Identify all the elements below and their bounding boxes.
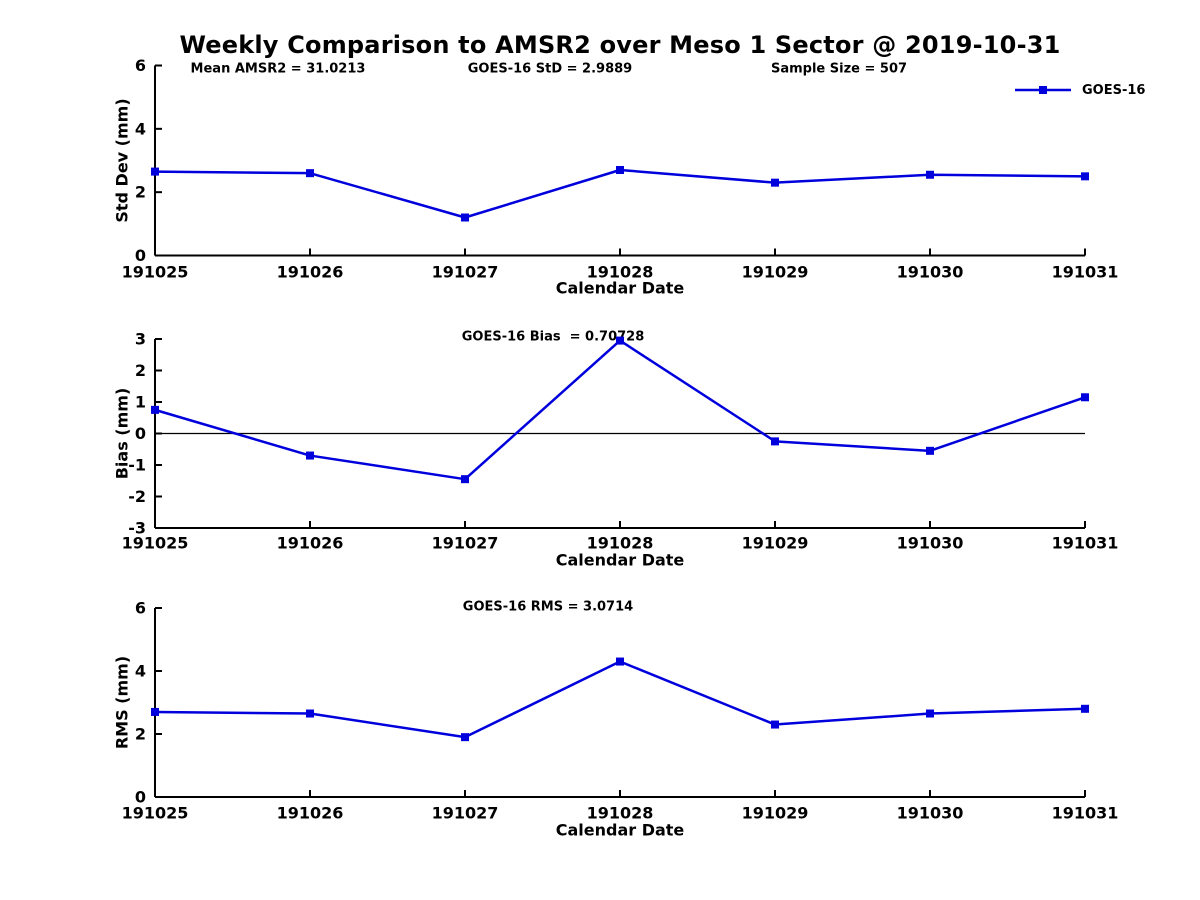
data-point-marker bbox=[306, 169, 314, 178]
annotation-sample-size: Sample Size = 507 bbox=[770, 61, 908, 77]
legend-marker-square bbox=[1039, 86, 1047, 94]
x-tick-label: 191025 bbox=[122, 534, 189, 553]
y-tick-label: 0 bbox=[135, 788, 146, 807]
y-tick-label: 0 bbox=[135, 424, 146, 443]
x-tick-label: 191025 bbox=[122, 804, 189, 823]
annotation-goes16-std: GOES-16 StD = 2.9889 bbox=[467, 61, 633, 77]
x-tick-label: 191030 bbox=[897, 263, 964, 282]
x-tick-label: 191027 bbox=[432, 263, 499, 282]
data-point-marker bbox=[926, 446, 934, 455]
x-tick-label: 191029 bbox=[742, 263, 809, 282]
data-point-marker bbox=[771, 178, 779, 187]
y-tick-label: 2 bbox=[135, 361, 146, 380]
x-tick-label: 191029 bbox=[742, 804, 809, 823]
data-point-marker bbox=[771, 437, 779, 446]
y-axis-title: RMS (mm) bbox=[113, 656, 132, 749]
data-point-marker bbox=[616, 657, 624, 666]
x-tick-label: 191025 bbox=[122, 263, 189, 282]
annotation-mean-amsr2: Mean AMSR2 = 31.0213 bbox=[190, 61, 366, 77]
data-point-marker bbox=[616, 166, 624, 174]
series-line-goes-16 bbox=[154, 168, 1086, 219]
legend: GOES-16 bbox=[1013, 81, 1145, 99]
x-axis-title: Calendar Date bbox=[556, 551, 685, 570]
y-tick-label: -3 bbox=[128, 519, 146, 538]
y-tick-label: -1 bbox=[128, 456, 146, 475]
x-tick-label: 191031 bbox=[1052, 534, 1119, 553]
legend-label: GOES-16 bbox=[1082, 82, 1146, 98]
y-tick-label: 2 bbox=[135, 183, 146, 202]
series-line-goes-16 bbox=[154, 339, 1086, 481]
data-point-marker bbox=[926, 709, 934, 718]
x-tick-label: 191026 bbox=[277, 263, 344, 282]
y-tick-label: 6 bbox=[135, 599, 146, 618]
y-tick-label: 2 bbox=[135, 725, 146, 744]
x-tick-label: 191027 bbox=[432, 804, 499, 823]
data-point-marker bbox=[771, 720, 779, 729]
x-tick-label: 191030 bbox=[897, 534, 964, 553]
legend-line-icon bbox=[1015, 86, 1071, 94]
x-tick-label: 191028 bbox=[587, 263, 654, 282]
data-point-marker bbox=[1081, 172, 1089, 181]
y-tick-label: 1 bbox=[135, 393, 146, 412]
x-tick-label: 191026 bbox=[277, 534, 344, 553]
data-point-marker bbox=[1081, 393, 1089, 402]
x-tick-label: 191029 bbox=[742, 534, 809, 553]
y-axis-title: Std Dev (mm) bbox=[113, 98, 132, 222]
x-axis-title: Calendar Date bbox=[556, 279, 685, 298]
x-tick-label: 191031 bbox=[1052, 263, 1119, 282]
x-tick-label: 191028 bbox=[587, 804, 654, 823]
subplot-bias: -3 -2 -1 0 1 2 3 191025 191026 191027 191028 191029… bbox=[113, 330, 1119, 570]
y-tick-label: -2 bbox=[128, 487, 146, 506]
chart-title: Weekly Comparison to AMSR2 over Meso 1 S… bbox=[179, 31, 1061, 59]
annotation-goes16-rms: GOES-16 RMS = 3.0714 bbox=[462, 599, 634, 615]
data-point-marker bbox=[306, 709, 314, 718]
y-axis-title: Bias (mm) bbox=[113, 388, 132, 480]
data-point-marker bbox=[461, 213, 469, 222]
x-tick-label: 191026 bbox=[277, 804, 344, 823]
series-line-goes-16 bbox=[154, 660, 1086, 739]
y-tick-label: 0 bbox=[135, 246, 146, 265]
x-axis-title: Calendar Date bbox=[556, 821, 685, 840]
y-tick-label: 4 bbox=[135, 662, 146, 681]
data-point-marker bbox=[306, 451, 314, 460]
x-tick-label: 191030 bbox=[897, 804, 964, 823]
data-point-marker bbox=[151, 167, 159, 176]
data-point-marker bbox=[151, 405, 159, 414]
y-tick-label: 3 bbox=[135, 330, 146, 349]
subplot-rms: 0 2 4 6 191025 191026 191027 191028 191029 191030… bbox=[113, 599, 1119, 840]
y-tick-label: 4 bbox=[135, 119, 146, 138]
x-tick-label: 191031 bbox=[1052, 804, 1119, 823]
data-point-marker bbox=[461, 475, 469, 484]
data-point-marker bbox=[151, 707, 159, 716]
annotation-goes16-bias: GOES-16 Bias = 0.70728 bbox=[461, 329, 645, 345]
x-tick-label: 191027 bbox=[432, 534, 499, 553]
data-point-marker bbox=[461, 733, 469, 742]
data-point-marker bbox=[1081, 704, 1089, 713]
data-point-marker bbox=[926, 170, 934, 179]
x-tick-label: 191028 bbox=[587, 534, 654, 553]
